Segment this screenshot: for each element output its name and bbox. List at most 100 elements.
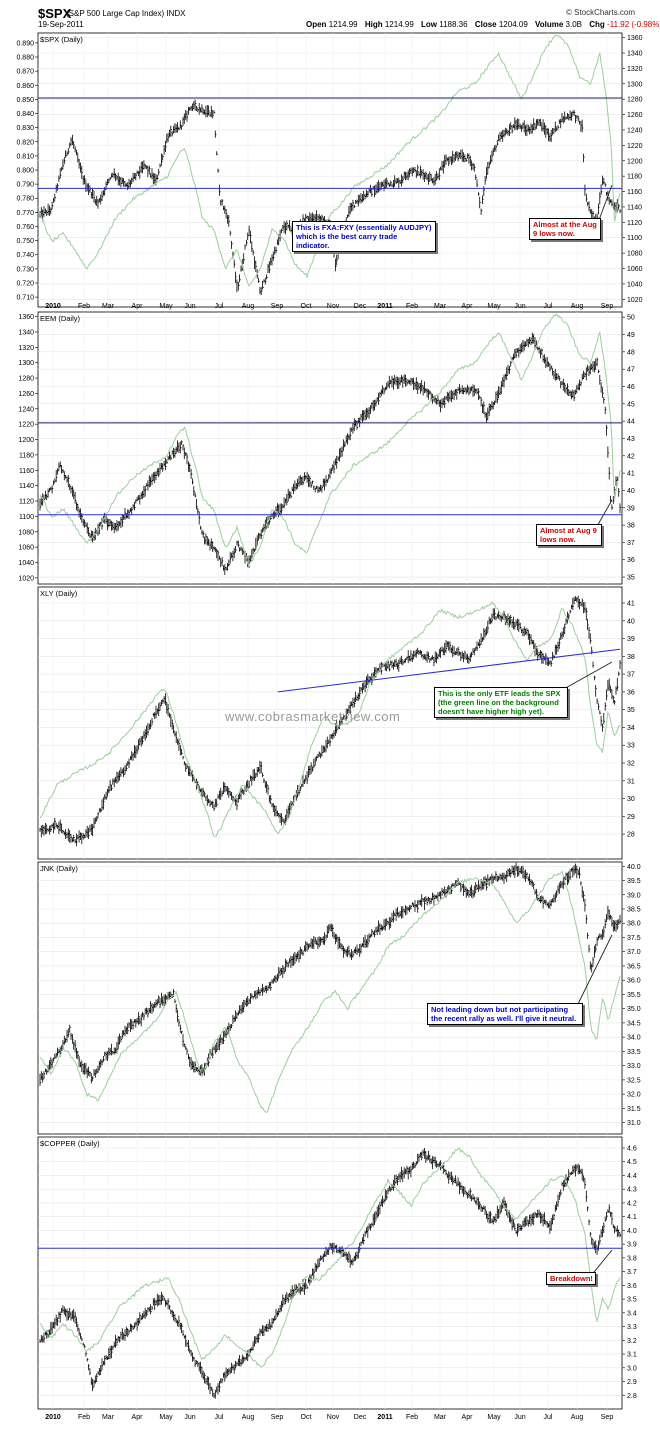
x-tick-label-top: Jul (215, 303, 224, 310)
right-tick-label: 1300 (627, 81, 643, 88)
annotation-spx-aug9: Almost at the Aug 9 lows now. (529, 218, 601, 240)
right-tick-label: 32.0 (627, 1092, 641, 1099)
right-tick-label: 39 (627, 636, 635, 643)
right-tick-label: 31 (627, 778, 635, 785)
left-tick-label: 1180 (19, 452, 34, 459)
right-tick-label: 38.5 (627, 906, 641, 913)
right-tick-label: 42 (627, 453, 635, 460)
right-tick-label: 1060 (627, 266, 643, 273)
x-tick-label-top: 2011 (377, 303, 392, 310)
left-tick-label: 1080 (18, 529, 34, 536)
right-tick-label: 37.0 (627, 949, 641, 956)
left-tick-label: 0.760 (16, 224, 34, 231)
left-tick-label: 0.850 (16, 97, 34, 104)
right-tick-label: 4.3 (627, 1187, 637, 1194)
left-tick-label: 0.750 (16, 238, 34, 245)
right-tick-label: 41 (627, 471, 635, 478)
panel-title: $COPPER (Daily) (40, 1139, 100, 1148)
brand-logo: © StockCharts.com (566, 8, 636, 17)
x-tick-label-top: Mar (434, 303, 447, 310)
right-tick-label: 32.5 (627, 1077, 641, 1084)
right-tick-label: 33.5 (627, 1049, 641, 1056)
annotation-pointer (561, 661, 613, 691)
right-tick-label: 40.0 (627, 864, 641, 871)
left-tick-label: 0.860 (16, 83, 34, 90)
overlay-series-line (39, 870, 621, 1114)
right-tick-label: 4.6 (627, 1145, 637, 1152)
right-tick-label: 4.0 (627, 1228, 637, 1235)
gridlines (38, 862, 622, 1134)
x-tick-label-top: Nov (327, 303, 340, 310)
right-tick-label: 40 (627, 488, 635, 495)
right-tick-label: 1020 (627, 297, 643, 304)
x-tick-label: Dec (354, 1414, 367, 1421)
left-tick-label: 0.870 (16, 69, 34, 76)
right-tick-label: 39.0 (627, 892, 641, 899)
right-tick-label: 1100 (627, 235, 642, 242)
left-tick-label: 0.880 (16, 55, 34, 62)
right-tick-label: 30 (627, 796, 635, 803)
price-bars (39, 1148, 622, 1399)
x-tick-label: Nov (327, 1414, 340, 1421)
price-bars (39, 862, 622, 1086)
right-tick-label: 1180 (627, 174, 642, 181)
symbol-title: $SPX (38, 6, 72, 21)
open-readout: Open 1214.99 (306, 20, 358, 29)
left-tick-label: 0.840 (16, 111, 34, 118)
plot-frame (37, 311, 623, 585)
right-tick-label: 38 (627, 654, 635, 661)
right-tick-label: 34.0 (627, 1035, 641, 1042)
annotation-copper-breakdown: Breakdown! (546, 1272, 596, 1285)
gridlines (38, 312, 622, 584)
right-tick-label: 3.7 (627, 1269, 637, 1276)
gridlines (38, 33, 622, 307)
left-tick-label: 1240 (18, 406, 34, 413)
right-tick-label: 3.1 (627, 1352, 637, 1359)
right-tick-label: 1240 (627, 127, 643, 134)
x-tick-label: Feb (406, 1414, 418, 1421)
x-tick-label: 2010 (45, 1414, 61, 1421)
x-tick-label-top: Sep (271, 303, 284, 310)
x-tick-label: Jul (544, 1414, 553, 1421)
left-tick-label: 1260 (18, 391, 34, 398)
x-tick-label-top: Apr (132, 303, 144, 310)
close-readout: Close 1204.09 (474, 20, 528, 29)
left-tick-label: 0.800 (16, 168, 34, 175)
x-tick-label: May (159, 1414, 173, 1421)
x-tick-label: Mar (102, 1414, 115, 1421)
right-tick-label: 32 (627, 761, 635, 768)
right-tick-label: 31.5 (627, 1106, 641, 1113)
right-tick-label: 1360 (627, 35, 643, 42)
x-tick-label-top: Aug (242, 303, 255, 310)
right-tick-label: 38 (627, 523, 635, 530)
right-tick-label: 2.9 (627, 1379, 637, 1386)
right-tick-label: 33 (627, 743, 635, 750)
right-tick-label: 35 (627, 575, 635, 582)
left-tick-label: 1100 (19, 514, 34, 521)
right-tick-label: 37 (627, 540, 635, 547)
plot-frame (37, 861, 623, 1135)
panel-title: XLY (Daily) (40, 589, 78, 598)
left-tick-label: 1140 (19, 483, 34, 490)
right-tick-label: 35 (627, 707, 635, 714)
right-tick-label: 44 (627, 419, 635, 426)
left-tick-label: 1280 (18, 376, 34, 383)
overlay-series-line (39, 601, 621, 837)
right-tick-label: 1340 (627, 51, 643, 58)
left-tick-label: 0.890 (16, 40, 34, 47)
x-tick-label-top: Mar (102, 303, 115, 310)
right-tick-label: 4.1 (627, 1214, 637, 1221)
ohlc-readout: Open 1214.99 High 1214.99 Low 1188.36 Cl… (306, 20, 660, 29)
chart-date: 19-Sep-2011 (38, 20, 84, 29)
right-tick-label: 36.5 (627, 963, 641, 970)
right-tick-label: 2.8 (627, 1393, 637, 1400)
low-readout: Low 1188.36 (421, 20, 468, 29)
plot-frame (37, 32, 623, 308)
x-tick-label-top: Jun (184, 303, 195, 310)
x-tick-label: Jun (514, 1414, 525, 1421)
right-tick-label: 49 (627, 332, 635, 339)
left-tick-label: 0.820 (16, 139, 34, 146)
x-tick-label-top: Jul (544, 303, 553, 310)
right-tick-label: 35.5 (627, 992, 641, 999)
left-tick-label: 1200 (18, 437, 34, 444)
